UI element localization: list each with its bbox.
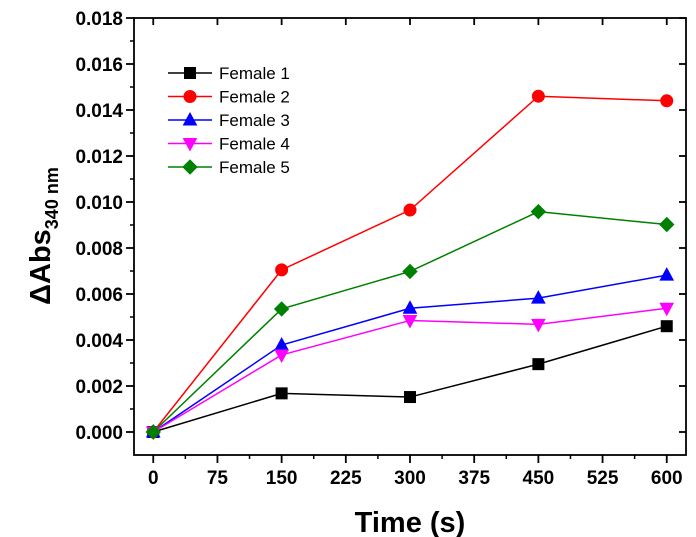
- data-point: [531, 290, 546, 304]
- series-layer: [145, 89, 675, 441]
- x-tick-label: 375: [458, 468, 490, 489]
- x-tick-label: 75: [207, 468, 229, 489]
- y-tick-label: 0.008: [75, 239, 123, 260]
- x-tick-label: 0: [148, 468, 159, 489]
- data-point: [275, 387, 288, 400]
- y-tick-label: 0.006: [75, 285, 123, 306]
- legend-item: Female 2: [168, 88, 290, 107]
- x-tick-label: 300: [394, 468, 426, 489]
- x-tick-label: 525: [587, 468, 619, 489]
- data-point: [402, 300, 418, 314]
- data-point: [660, 94, 674, 108]
- y-tick-label: 0.014: [75, 101, 123, 122]
- legend-label: Female 4: [219, 135, 290, 154]
- y-axis-title-main: ΔAbs: [25, 229, 57, 305]
- legend-label: Female 5: [219, 158, 290, 177]
- series-female-4: [145, 302, 675, 441]
- data-point: [531, 318, 546, 333]
- y-tick-label: 0.012: [75, 147, 123, 168]
- legend-marker: [182, 159, 198, 175]
- legend-marker: [184, 67, 196, 79]
- series-female-5: [145, 203, 675, 440]
- legend-item: Female 5: [168, 158, 290, 177]
- y-tick-label: 0.016: [75, 55, 123, 76]
- y-axis-title: ΔAbs340 nm: [25, 167, 62, 305]
- x-tick-label: 600: [651, 468, 683, 489]
- data-point: [404, 391, 416, 404]
- y-ticks: 0.000 0.002 0.004 0.006 0.008 0.010 0.012 0.014…: [75, 9, 686, 444]
- data-point: [659, 302, 675, 317]
- data-point: [659, 267, 675, 281]
- legend-item: Female 3: [168, 111, 290, 130]
- y-axis-title-subscript: 340 nm: [42, 167, 62, 229]
- legend-marker: [182, 111, 198, 126]
- y-tick-label: 0.004: [75, 331, 123, 352]
- data-point: [273, 301, 290, 317]
- data-point: [275, 263, 289, 277]
- series-female-2: [146, 89, 674, 439]
- data-point: [274, 349, 289, 363]
- y-tick-label: 0.000: [75, 423, 123, 444]
- data-point: [403, 203, 417, 217]
- legend-label: Female 3: [219, 111, 290, 130]
- data-point: [402, 263, 418, 280]
- data-point: [145, 424, 161, 440]
- x-axis-title: Time (s): [355, 507, 466, 537]
- data-point: [531, 89, 545, 103]
- x-tick-label: 450: [523, 468, 555, 489]
- legend-label: Female 2: [219, 88, 290, 107]
- legend-item: Female 1: [168, 64, 290, 83]
- legend-label: Female 1: [219, 64, 290, 83]
- legend-marker: [182, 138, 198, 152]
- y-tick-label: 0.010: [75, 193, 123, 214]
- y-tick-label: 0.002: [75, 377, 123, 398]
- legend-marker: [183, 90, 197, 103]
- legend-item: Female 4: [168, 135, 290, 154]
- data-point: [659, 216, 675, 233]
- data-point: [530, 203, 547, 220]
- x-tick-label: 150: [266, 468, 298, 489]
- data-point: [660, 320, 673, 333]
- data-point: [402, 314, 418, 329]
- y-tick-label: 0.018: [75, 9, 123, 30]
- series-female-1: [147, 320, 673, 438]
- series-female-3: [145, 267, 675, 438]
- x-ticks: 0 75 150 225 300 375 450 525 600: [148, 18, 683, 489]
- x-tick-label: 225: [330, 468, 362, 489]
- legend: Female 1 Female 2 Female 3 Female 4 Female 5: [168, 64, 290, 177]
- data-point: [532, 358, 545, 371]
